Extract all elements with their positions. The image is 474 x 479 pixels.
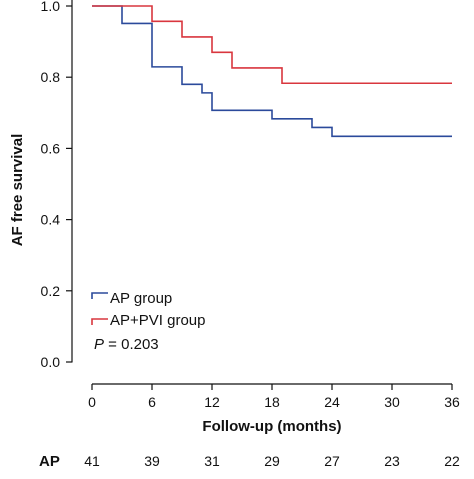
x-tick-label: 6 — [148, 394, 156, 410]
risk-table-value: 39 — [144, 453, 160, 469]
series-line-ap-pvi — [92, 5, 452, 85]
y-tick-label: 0.0 — [41, 354, 61, 370]
x-tick-label: 30 — [384, 394, 400, 410]
x-tick-label: 24 — [324, 394, 340, 410]
risk-table-value: 31 — [204, 453, 220, 469]
p-value-text: = 0.203 — [104, 336, 159, 353]
risk-table-value: 27 — [324, 453, 340, 469]
risk-table-value: 41 — [84, 453, 100, 469]
series-line-ap — [92, 5, 452, 138]
legend-marker-ap-pvi — [91, 318, 108, 325]
y-tick-label: 0.2 — [41, 283, 61, 299]
y-tick-label: 0.8 — [41, 69, 61, 85]
risk-table-value: 29 — [264, 453, 280, 469]
legend: AP group AP+PVI group — [91, 290, 205, 329]
legend-marker-ap — [91, 292, 108, 299]
risk-table-value: 23 — [384, 453, 400, 469]
y-tick-label: 1.0 — [41, 0, 61, 14]
legend-label-ap-pvi: AP+PVI group — [110, 312, 205, 329]
x-axis-title: Follow-up (months) — [202, 418, 341, 435]
x-tick-label: 0 — [88, 394, 96, 410]
x-tick-label: 36 — [444, 394, 460, 410]
risk-table-label: AP — [39, 453, 60, 470]
legend-label-ap: AP group — [110, 290, 172, 307]
series-lines — [92, 5, 452, 138]
p-value-symbol: P — [94, 336, 104, 353]
p-value-annotation: P = 0.203 — [94, 336, 159, 353]
y-tick-label: 0.4 — [41, 212, 61, 228]
risk-table: AP 41 39 31 29 27 23 22 — [39, 453, 460, 470]
x-tick-label: 18 — [264, 394, 280, 410]
y-tick-label: 0.6 — [41, 140, 61, 156]
axes: 0.0 0.2 0.4 0.6 0.8 1.0 0 6 12 18 24 30 36 — [41, 0, 460, 410]
y-axis-title: AF free survival — [9, 134, 26, 247]
risk-table-value: 22 — [444, 453, 460, 469]
x-tick-label: 12 — [204, 394, 220, 410]
